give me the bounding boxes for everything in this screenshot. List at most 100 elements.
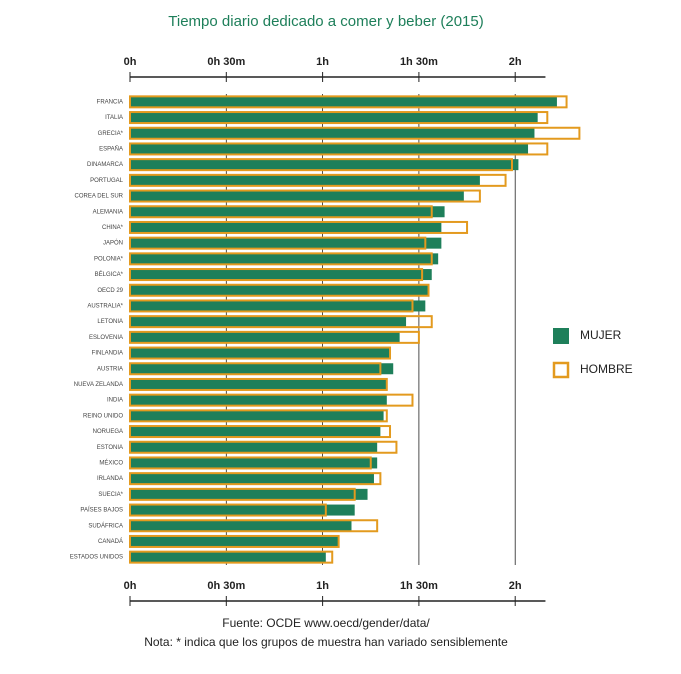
y-tick-label: COREA DEL SUR: [75, 194, 124, 200]
bar-outline: [129, 315, 433, 329]
bar: [130, 174, 480, 186]
bar-outline: [129, 346, 392, 360]
y-tick-label: ESTONIA: [97, 445, 123, 451]
bar: [130, 520, 352, 532]
y-tick-label: DINAMARCA: [87, 162, 123, 168]
y-tick-label: REINO UNIDO: [83, 413, 123, 419]
bar-outline: [129, 393, 414, 407]
bar-outline: [129, 377, 388, 391]
bar: [130, 221, 442, 233]
y-tick-label: FINLANDIA: [92, 351, 123, 357]
y-tick-label: LETONIA: [97, 319, 123, 325]
y-tick-label: POLONIA*: [94, 256, 124, 262]
x-tick-label: 0h 30m: [207, 56, 245, 68]
bar-outline: [129, 440, 398, 454]
bar: [130, 488, 368, 500]
x-tick-label: 2h: [509, 56, 522, 68]
bar-outline: [129, 158, 513, 172]
x-tick-label: 1h 30m: [400, 580, 438, 592]
x-tick-label: 0h: [124, 580, 137, 592]
bar-outline: [129, 519, 379, 533]
y-tick-label: ALEMANIA: [93, 209, 123, 215]
bar-outline: [129, 126, 581, 140]
bar: [130, 347, 391, 359]
bar-outline: [129, 503, 327, 517]
y-tick-label: ESLOVENIA: [89, 335, 123, 341]
bar: [130, 284, 429, 296]
bar-outline: [129, 550, 334, 564]
y-tick-label: JAPÓN: [103, 240, 123, 247]
bar-outline: [129, 425, 392, 439]
bar-outline: [129, 409, 388, 423]
bar-outline: [129, 189, 481, 203]
bar-outline: [129, 472, 382, 486]
bar: [130, 269, 432, 281]
x-tick-label: 2h: [509, 580, 522, 592]
bar: [130, 410, 384, 422]
y-tick-label: FRANCIA: [97, 99, 123, 105]
y-tick-label: INDIA: [107, 398, 123, 404]
bar: [130, 112, 538, 124]
y-tick-label: OECD 29: [97, 288, 123, 294]
legend-label: HOMBRE: [580, 362, 633, 376]
bar: [130, 190, 464, 202]
bar-outline: [129, 330, 420, 344]
bar: [130, 551, 326, 563]
bar: [130, 378, 387, 390]
chart-title: Tiempo diario dedicado a comer y beber (…: [168, 13, 483, 30]
bar-outline: [129, 95, 568, 109]
y-tick-label: SUECIA*: [98, 492, 123, 498]
y-tick-label: PORTUGAL: [90, 178, 124, 184]
bar: [130, 253, 439, 265]
bar: [130, 237, 442, 249]
x-tick-label: 1h: [316, 580, 329, 592]
bar: [130, 159, 519, 171]
y-tick-label: CHINA*: [102, 225, 124, 231]
y-tick-label: AUSTRALIA*: [87, 304, 123, 310]
bar: [130, 363, 394, 375]
bar: [130, 426, 381, 438]
legend-swatch: [552, 361, 570, 379]
legend-label: MUJER: [580, 328, 622, 342]
y-tick-label: GRECIA*: [98, 131, 124, 137]
x-tick-label: 1h 30m: [400, 56, 438, 68]
bar: [130, 441, 378, 453]
y-tick-label: MÉXICO: [99, 460, 123, 467]
bar-outline: [129, 142, 549, 156]
bar-outline: [129, 236, 427, 250]
bar-outline: [129, 268, 424, 282]
bar-outline: [129, 283, 430, 297]
bar-outline: [129, 252, 433, 266]
bar: [130, 394, 387, 406]
legend-swatch: [553, 328, 569, 344]
y-tick-label: ITALIA: [105, 115, 123, 121]
bar-outline: [129, 534, 340, 548]
x-tick-label: 0h 30m: [207, 580, 245, 592]
bar-outline: [129, 220, 469, 234]
x-tick-label: 1h: [316, 56, 329, 68]
y-tick-label: NUEVA ZELANDA: [74, 382, 123, 388]
y-tick-label: ESTADOS UNIDOS: [70, 555, 123, 561]
bar-outline: [129, 173, 507, 187]
note: Nota: * indica que los grupos de muestra…: [144, 635, 508, 649]
bar: [130, 457, 378, 469]
bar: [130, 206, 445, 218]
bar: [130, 316, 407, 328]
bar-outline: [129, 487, 356, 501]
bar-outline: [129, 362, 382, 376]
y-tick-label: SUDÁFRICA: [88, 522, 123, 529]
bar-outline: [129, 456, 372, 470]
y-tick-label: NORUEGA: [93, 429, 123, 435]
bar: [130, 143, 529, 155]
bar: [130, 127, 535, 139]
bar: [130, 96, 557, 108]
y-tick-label: PAÍSES BAJOS: [80, 507, 123, 514]
bar: [130, 504, 355, 516]
bar: [130, 535, 339, 547]
source: Fuente: OCDE www.oecd/gender/data/: [222, 616, 430, 630]
y-tick-label: ESPAÑA: [99, 146, 123, 153]
bar: [130, 300, 426, 312]
y-tick-label: BÉLGICA*: [95, 271, 124, 278]
bar: [130, 473, 374, 485]
